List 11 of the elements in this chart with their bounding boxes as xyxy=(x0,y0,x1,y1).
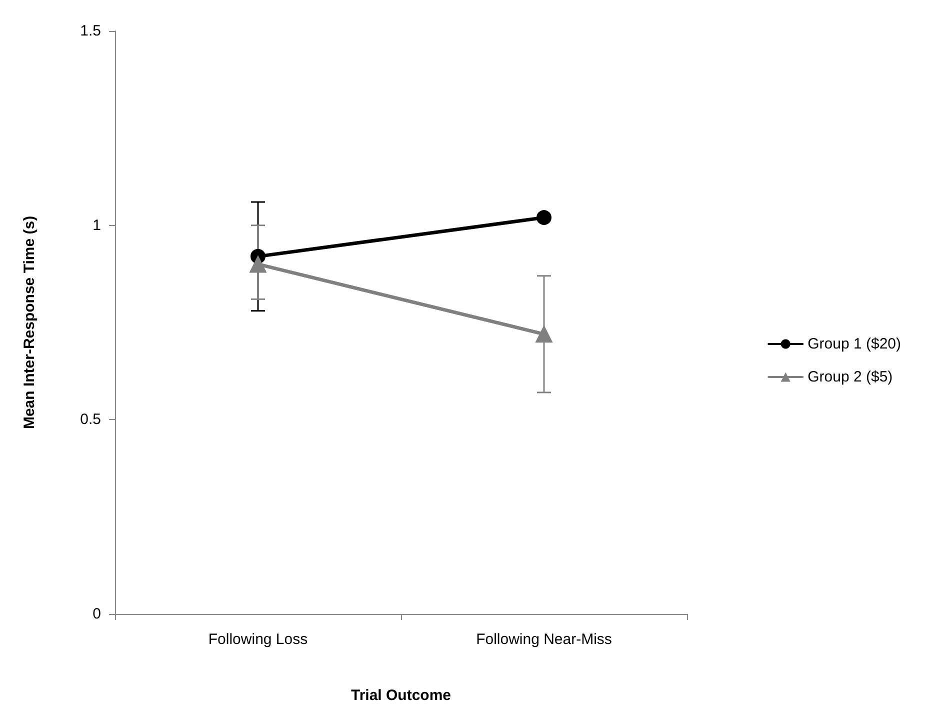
y-tick-label: 0 xyxy=(92,606,101,622)
x-tick-label: Following Near-Miss xyxy=(476,631,612,648)
x-tick-label: Following Loss xyxy=(208,631,308,648)
legend-label: Group 1 ($20) xyxy=(808,336,902,352)
point xyxy=(536,210,552,226)
legend-label: Group 2 ($5) xyxy=(808,368,893,386)
y-tick-label: 1 xyxy=(92,216,101,234)
y-tick-label: 1.5 xyxy=(80,22,101,40)
x-axis-title: Trial Outcome xyxy=(350,687,452,704)
y-tick-label: 0.5 xyxy=(80,411,101,428)
y-axis-title: Mean Inter-Response Time (s) xyxy=(21,216,38,430)
